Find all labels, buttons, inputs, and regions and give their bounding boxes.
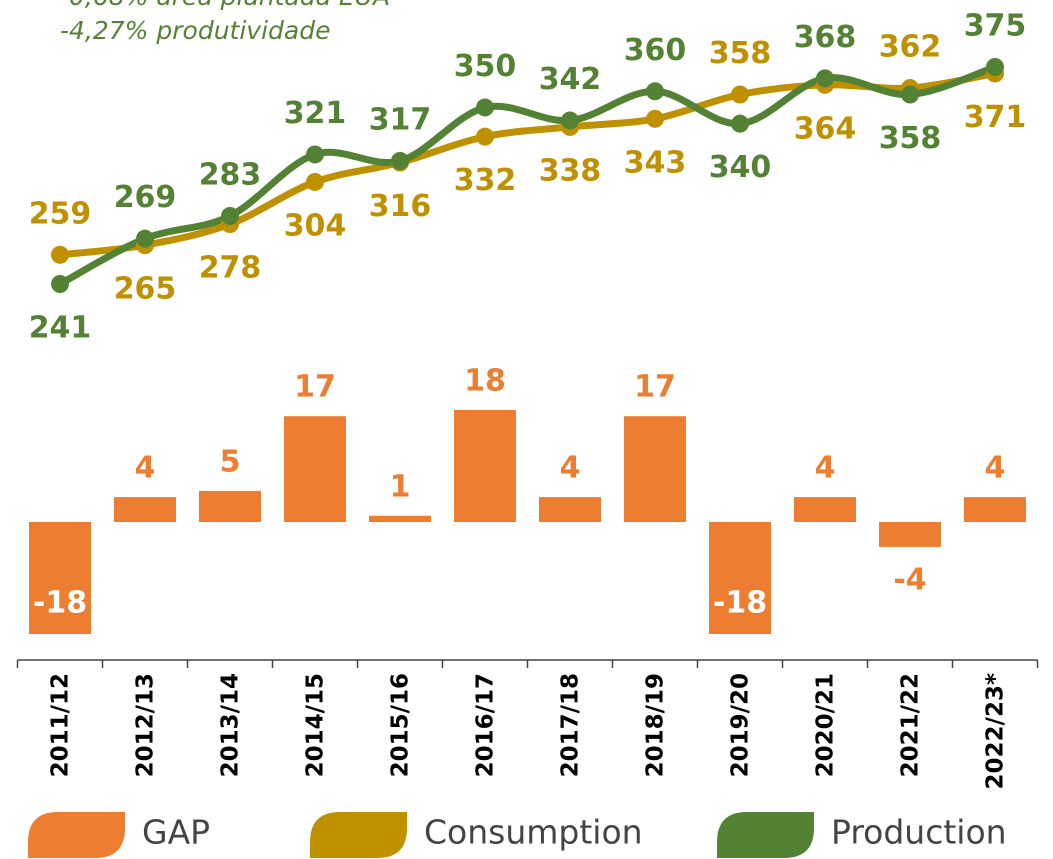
- data-label: 350: [454, 49, 517, 84]
- point: [51, 245, 69, 264]
- data-label: 358: [879, 121, 942, 156]
- annotation: -0,68% área plantada EUA: [60, 0, 390, 11]
- bar: [624, 416, 686, 522]
- point: [51, 275, 69, 293]
- bar: [539, 497, 601, 522]
- point: [306, 172, 324, 191]
- point: [646, 109, 664, 128]
- legend-label: Production: [831, 813, 1007, 852]
- point: [391, 151, 409, 170]
- data-label: 265: [114, 272, 177, 307]
- x-tick-label: 2022/23*: [983, 673, 1009, 789]
- x-tick-label: 2012/13: [133, 673, 159, 777]
- data-label: 17: [634, 370, 676, 405]
- bar: [369, 515, 431, 522]
- point: [136, 229, 154, 248]
- data-label: 283: [199, 157, 262, 192]
- data-label: 375: [964, 9, 1027, 44]
- x-tick-label: 2018/19: [643, 673, 669, 777]
- data-label: 18: [464, 364, 506, 399]
- data-label: 241: [29, 311, 92, 346]
- legend-swatch: [28, 812, 125, 858]
- x-tick-label: 2011/12: [48, 673, 74, 777]
- data-label: -18: [33, 586, 87, 621]
- bar: [284, 416, 346, 522]
- data-label: 338: [539, 153, 602, 188]
- bar: [879, 522, 941, 547]
- bar: [794, 497, 856, 522]
- point: [731, 114, 749, 133]
- point: [986, 58, 1004, 76]
- data-label: 332: [454, 163, 517, 198]
- x-tick-label: 2013/14: [218, 673, 244, 777]
- data-label: 317: [369, 102, 432, 137]
- data-label: 5: [220, 444, 241, 479]
- data-label: 368: [794, 20, 857, 55]
- bar: [114, 497, 176, 522]
- bar: [964, 497, 1026, 522]
- point: [476, 127, 494, 146]
- x-tick-label: 2014/15: [303, 673, 329, 777]
- data-label: 1: [390, 469, 411, 504]
- data-label: 364: [794, 111, 857, 146]
- data-label: 321: [284, 96, 347, 131]
- x-tick-label: 2017/18: [558, 673, 584, 777]
- x-tick-label: 2021/22: [898, 673, 924, 777]
- legend-swatch: [310, 812, 407, 858]
- point: [306, 145, 324, 164]
- data-label: 4: [815, 451, 836, 486]
- data-label: 360: [624, 33, 687, 68]
- data-label: 316: [369, 189, 432, 224]
- data-label: 4: [985, 451, 1006, 486]
- data-label: -4: [893, 562, 926, 597]
- legend-label: GAP: [142, 813, 210, 852]
- legend-swatch: [717, 812, 814, 858]
- bar: [29, 522, 91, 634]
- data-label: 371: [964, 100, 1027, 135]
- data-label: 340: [709, 150, 772, 185]
- bar: [199, 490, 261, 522]
- data-label: 4: [135, 451, 156, 486]
- data-label: 4: [560, 451, 581, 486]
- x-tick-label: 2019/20: [728, 673, 754, 777]
- annotation: -4,27% produtividade: [60, 16, 330, 45]
- x-tick-label: 2020/21: [813, 673, 839, 777]
- data-label: -18: [713, 586, 767, 621]
- point: [816, 69, 834, 88]
- data-label: 362: [879, 30, 942, 65]
- x-tick-label: 2016/17: [473, 673, 499, 777]
- bar: [709, 522, 771, 634]
- legend-label: Consumption: [424, 813, 643, 852]
- point: [901, 85, 919, 104]
- data-label: 259: [29, 196, 92, 231]
- data-label: 278: [199, 251, 262, 286]
- point: [646, 82, 664, 101]
- data-label: 304: [284, 208, 347, 243]
- point: [221, 206, 239, 225]
- data-label: 343: [624, 145, 687, 180]
- data-label: 342: [539, 62, 602, 97]
- x-tick-label: 2015/16: [388, 673, 414, 777]
- data-label: 358: [709, 36, 772, 71]
- point: [561, 111, 579, 130]
- bar: [454, 410, 516, 522]
- data-label: 269: [114, 180, 177, 215]
- data-label: 17: [294, 370, 336, 405]
- point: [731, 85, 749, 104]
- point: [476, 98, 494, 117]
